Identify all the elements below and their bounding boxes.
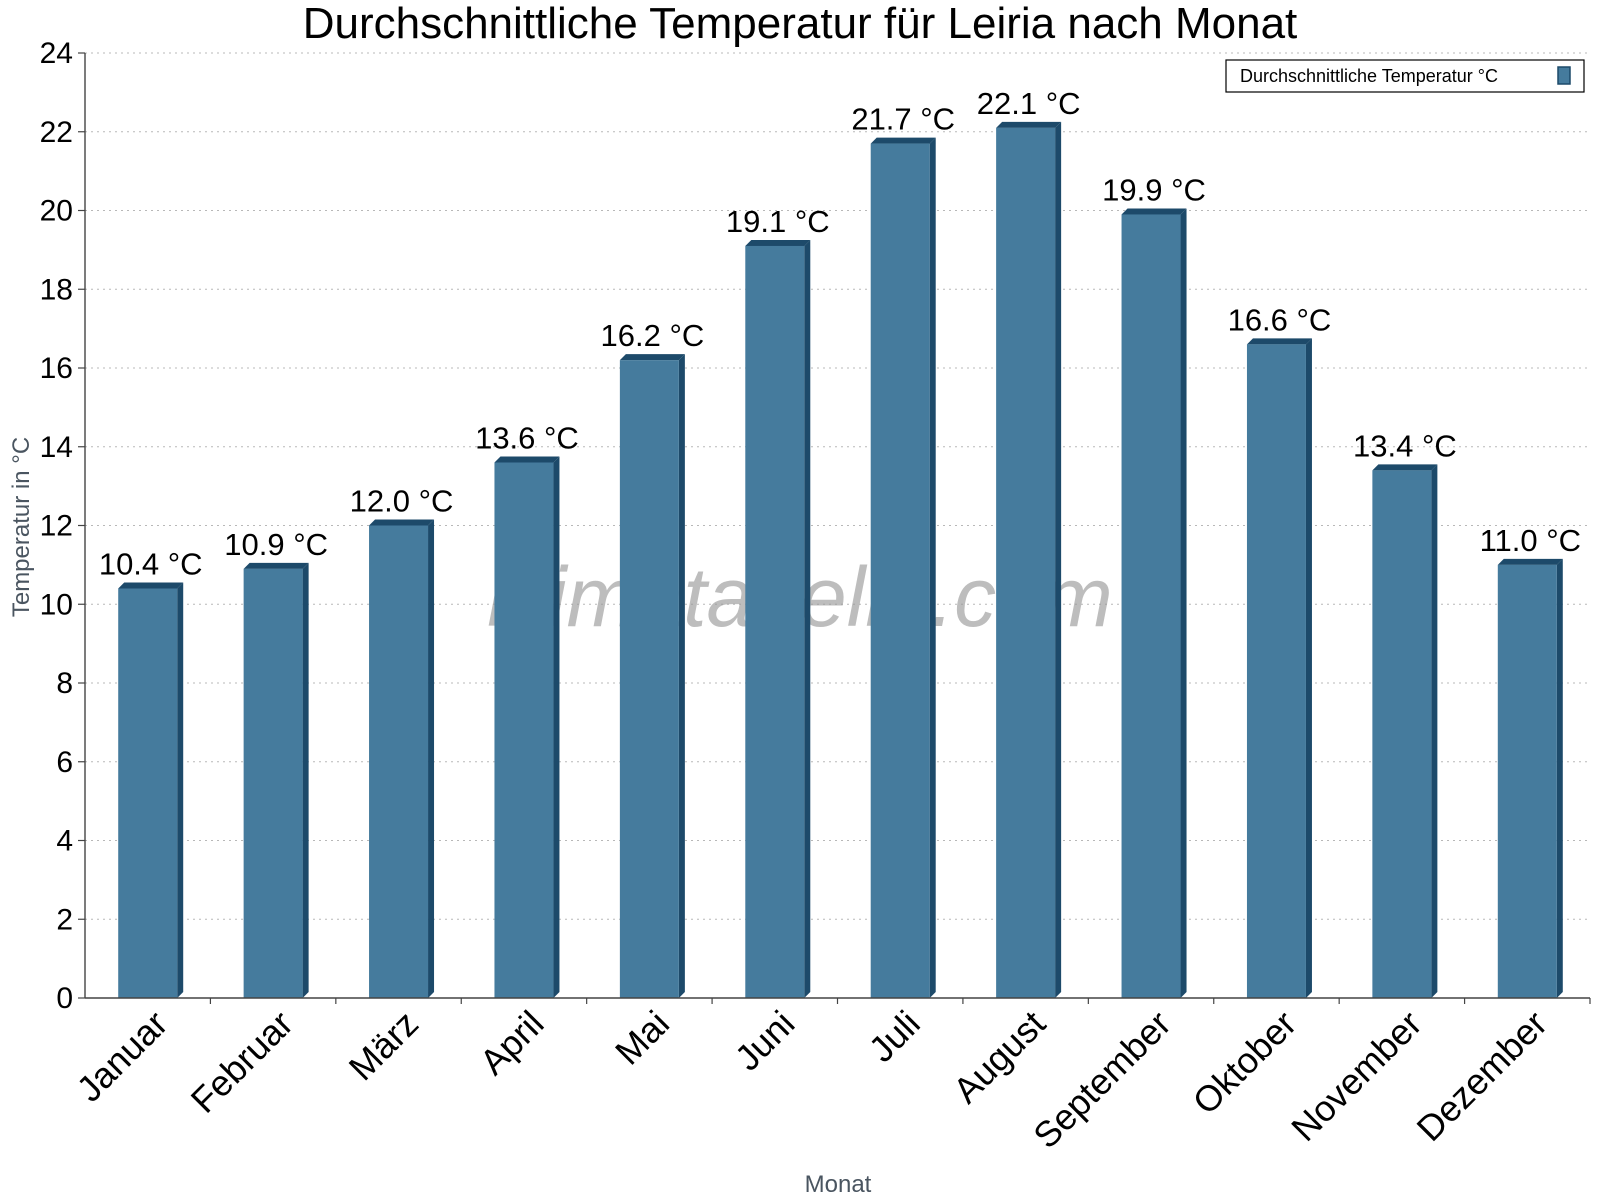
y-tick-label: 24 [40,37,73,70]
bar-value-label: 16.6 °C [1228,302,1332,337]
legend: Durchschnittliche Temperatur °C [1225,59,1585,93]
legend-label: Durchschnittliche Temperatur °C [1240,66,1498,86]
y-tick-label: 20 [40,195,73,228]
bar-side [1180,208,1187,998]
bar-value-label: 13.4 °C [1353,428,1457,463]
y-tick-label: 22 [40,116,73,149]
bar-side [678,354,685,998]
x-tick-label: März [341,1003,427,1089]
bar-side [302,562,309,998]
bar-side [1431,464,1438,998]
bar-front [243,568,303,998]
y-tick-label: 18 [40,273,73,306]
bar-top [1372,464,1438,471]
bar-top [996,121,1062,128]
bar-front [369,525,429,998]
bar-front [1497,564,1557,998]
y-tick-label: 6 [56,746,73,779]
bar [619,354,685,998]
bar [118,582,184,998]
bar-top [243,562,309,569]
bar [1246,338,1312,998]
bar-side [428,519,435,998]
bar-front [996,127,1056,998]
bars [118,121,1563,998]
bar-value-label: 10.4 °C [99,547,203,582]
bar-front [745,245,805,998]
x-axis-label: Monat [805,1171,872,1198]
bar-top [1497,558,1563,565]
bar-front [1246,344,1306,998]
bar-top [870,137,936,144]
bar [243,562,309,998]
x-tick-label: September [1025,1003,1179,1157]
y-tick-label: 8 [56,667,73,700]
y-axis-label: Temperatur in °C [8,437,35,617]
x-tick-label: Juli [861,1003,928,1070]
bar-front [1372,470,1432,998]
bar-top [369,519,435,526]
grid-lines [85,52,1590,920]
bar [1497,558,1563,998]
bar-value-label: 21.7 °C [851,102,955,137]
legend-swatch [1557,66,1571,85]
bar-value-labels: 10.4 °C 10.9 °C 12.0 °C 13.6 °C 16.2 °C 19.1 … [99,86,1581,582]
bar [494,456,560,998]
bar-value-label: 11.0 °C [1480,523,1581,558]
y-tick-label: 4 [56,825,73,858]
bar-value-label: 12.0 °C [350,484,454,519]
bar-front [118,588,178,998]
y-tick-label: 10 [40,588,73,621]
bar-value-label: 13.6 °C [475,421,579,456]
y-tick-label: 0 [56,982,73,1015]
bar [1121,208,1187,998]
bar-front [619,360,679,998]
x-tick-label: November [1283,1003,1429,1149]
bar-top [1246,338,1312,345]
bar-side [553,456,560,998]
chart-title: Durchschnittliche Temperatur für Leiria … [303,0,1298,48]
x-tick-label: Januar [69,1003,176,1110]
bar-value-label: 19.1 °C [726,204,830,239]
bar-top [619,354,685,361]
x-tick-label: Dezember [1409,1003,1555,1149]
bar-front [870,143,930,998]
x-tick-label: Februar [183,1003,301,1121]
x-tick-label: April [472,1003,552,1083]
bar [870,137,936,998]
bar-top [1121,208,1187,215]
legend-box [1225,59,1585,93]
bar-value-label: 22.1 °C [977,86,1081,121]
bar-top [118,582,184,589]
bar-side [177,582,184,998]
y-tick-label: 2 [56,903,73,936]
bar-value-label: 19.9 °C [1102,172,1206,207]
bar-value-label: 10.9 °C [224,527,328,562]
y-tick-label: 14 [40,431,73,464]
y-tick-label: 16 [40,352,73,385]
bar-side [1305,338,1312,998]
bar-front [494,462,554,998]
bar [1372,464,1438,998]
x-tick-label: Juni [727,1003,803,1079]
bar-front [1121,214,1181,998]
bar-value-label: 16.2 °C [601,318,705,353]
bar-side [1055,121,1062,998]
bar [369,519,435,998]
bar-top [745,239,811,246]
bar [745,239,811,998]
y-tick-label: 12 [40,510,73,543]
x-tick-label: Oktober [1185,1003,1305,1123]
bar-side [929,137,936,998]
x-tick-label: August [945,1003,1053,1111]
x-tick-label: Mai [607,1003,677,1073]
bar-side [804,239,811,998]
bar-side [1556,558,1563,998]
bar [996,121,1062,998]
bar-top [494,456,560,463]
